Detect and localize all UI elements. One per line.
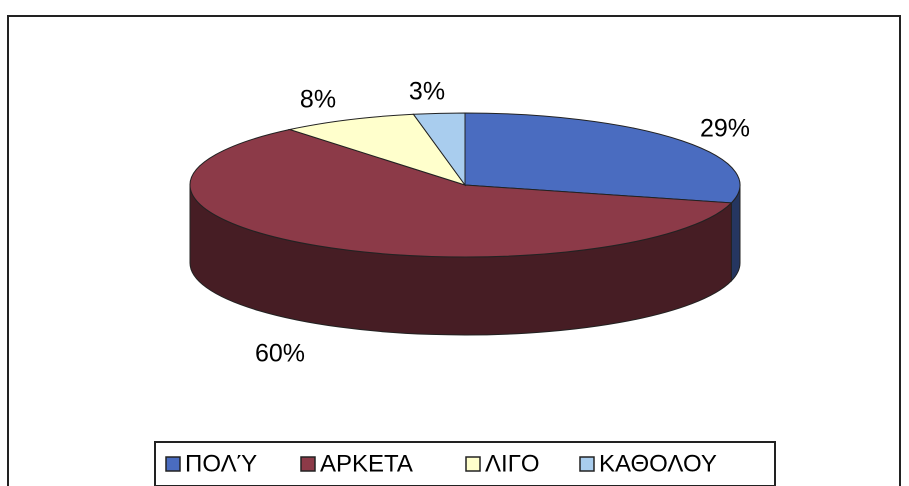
slice <box>412 112 466 187</box>
legend-swatch <box>465 456 481 472</box>
data-label: 29% <box>700 115 750 143</box>
slice <box>464 112 741 204</box>
legend-swatch <box>579 456 595 472</box>
legend-label: ΛΙΓΟ <box>485 450 540 477</box>
legend-label: ΑΡΚΕΤΑ <box>320 450 413 477</box>
data-label: 8% <box>300 86 336 114</box>
slice <box>189 129 733 258</box>
legend-label: ΚΑΘΟΛΟΥ <box>599 450 717 477</box>
data-label: 60% <box>255 340 305 368</box>
data-label: 3% <box>409 78 445 106</box>
legend-swatch <box>300 456 316 472</box>
legend-swatch <box>165 456 181 472</box>
legend-box <box>154 441 776 486</box>
legend-label: ΠΟΛΎ <box>185 450 257 477</box>
slice <box>287 113 467 186</box>
